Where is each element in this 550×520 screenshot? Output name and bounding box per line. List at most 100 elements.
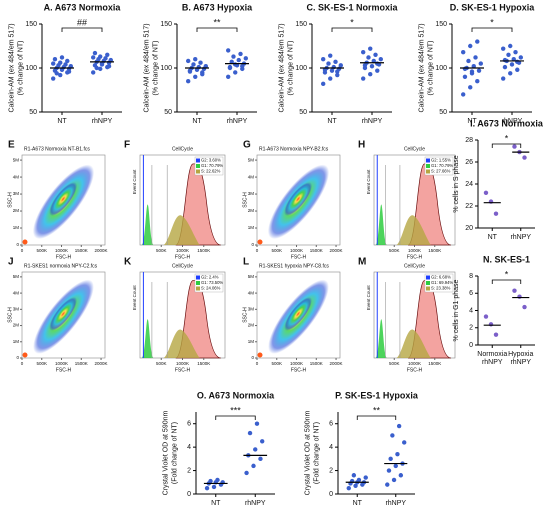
x-tick-label: NT — [192, 118, 202, 125]
y-tick-label: 3M — [13, 191, 20, 196]
density-core — [284, 297, 313, 331]
data-point — [328, 53, 333, 58]
y-axis-label: SSC-H — [242, 192, 248, 208]
x-tick-label: 1000K — [290, 361, 303, 366]
data-point — [501, 46, 506, 51]
legend-box — [424, 156, 454, 176]
x-tick-label: 500K — [156, 248, 167, 253]
legend-swatch — [426, 286, 430, 291]
data-point — [361, 76, 366, 81]
y-axis-label: (% change of NT) — [152, 41, 159, 96]
data-point — [258, 456, 263, 462]
data-point — [98, 66, 103, 72]
data-point — [461, 49, 466, 55]
y-tick-label: 50 — [299, 109, 307, 116]
data-point — [508, 43, 513, 49]
g2-peak — [141, 204, 154, 245]
legend-swatch — [196, 169, 200, 174]
x-tick-label: rhNPY — [510, 234, 531, 241]
data-point — [398, 473, 404, 478]
data-point — [517, 294, 522, 299]
debris — [257, 239, 263, 245]
data-point — [226, 48, 231, 53]
legend-label: S: 24.06% — [201, 286, 221, 291]
x-tick-label: 500K — [156, 361, 167, 366]
data-point — [98, 54, 103, 59]
data-point — [511, 57, 516, 62]
data-point — [335, 69, 340, 74]
data-point — [509, 62, 515, 67]
legend-label: G1: 70.79% — [201, 163, 223, 168]
data-point — [375, 68, 380, 73]
y-tick-label: 50 — [439, 109, 447, 116]
y-tick-label: 4 — [469, 307, 473, 314]
x-tick-label: rhNPY — [385, 500, 406, 507]
debris — [22, 352, 28, 358]
data-point — [58, 60, 63, 65]
data-point — [378, 57, 383, 62]
data-point — [368, 46, 373, 51]
y-axis-label: % cells in S phase — [453, 155, 460, 212]
data-point — [369, 64, 375, 69]
x-tick-label: 1000K — [290, 248, 303, 253]
data-point — [393, 463, 398, 469]
density-core — [49, 297, 78, 331]
panel-letter: J — [8, 257, 14, 268]
data-point — [512, 288, 517, 293]
s-phase — [163, 329, 200, 358]
data-point — [493, 211, 499, 216]
panel-title: B. A673 Hypoxia — [182, 2, 253, 12]
legend-label: G2: 2.4% — [201, 275, 219, 280]
x-axis-label: FSC-H — [175, 254, 191, 260]
y-axis-label: Calcein-AM (ex 484/em 517) — [418, 23, 425, 112]
data-point — [238, 51, 243, 57]
data-point — [522, 155, 527, 160]
legend-label: S: 22.62% — [201, 169, 221, 174]
data-point — [226, 74, 231, 80]
x-tick-label: 2000K — [95, 248, 108, 253]
data-point — [515, 67, 520, 72]
y-tick-label: 0 — [469, 342, 473, 349]
x-tick-label: NT — [467, 118, 477, 125]
significance-label: ## — [77, 17, 87, 27]
legend-label: G2: 3.60% — [201, 158, 221, 163]
y-tick-label: 5M — [248, 274, 255, 279]
legend-swatch — [426, 169, 430, 174]
y-tick-label: 0 — [16, 355, 19, 360]
y-tick-label: 2M — [13, 208, 20, 213]
x-tick-label: NT — [488, 234, 498, 241]
data-point — [396, 423, 402, 429]
x-tick-label: 1000K — [55, 248, 68, 253]
x-tick-label: rhNPY — [227, 118, 248, 125]
x-tick-label-line: rhNPY — [482, 359, 503, 366]
data-point — [333, 59, 338, 65]
data-point — [338, 63, 343, 68]
x-tick-label-line: Hypoxia — [508, 351, 533, 358]
y-tick-label: 0 — [329, 491, 333, 498]
data-point — [51, 76, 56, 81]
data-point — [231, 54, 236, 59]
y-tick-label: 150 — [160, 21, 172, 28]
data-point — [66, 69, 72, 74]
y-tick-label: 1M — [13, 339, 20, 344]
x-tick-label: 1500K — [310, 248, 323, 253]
significance-bracket — [61, 27, 103, 32]
x-axis-label: FSC-H — [56, 254, 72, 260]
panel-title: P. SK-ES-1 Hypoxia — [335, 390, 419, 400]
y-tick-label: 4 — [329, 444, 333, 451]
x-tick-label: 500K — [37, 248, 48, 253]
data-point — [186, 79, 191, 84]
significance-label: * — [505, 133, 509, 143]
data-point — [247, 430, 253, 436]
data-point — [363, 475, 368, 480]
data-point — [361, 49, 366, 55]
y-axis-label: Event Count — [132, 169, 137, 195]
data-point — [68, 64, 74, 69]
panel-title: A. A673 Normoxia — [44, 2, 122, 12]
data-point — [346, 485, 351, 491]
legend-label: G2: 1.55% — [431, 158, 451, 163]
y-tick-label: 3M — [248, 191, 255, 196]
data-point — [208, 478, 213, 484]
x-axis-label: FSC-H — [407, 367, 423, 373]
